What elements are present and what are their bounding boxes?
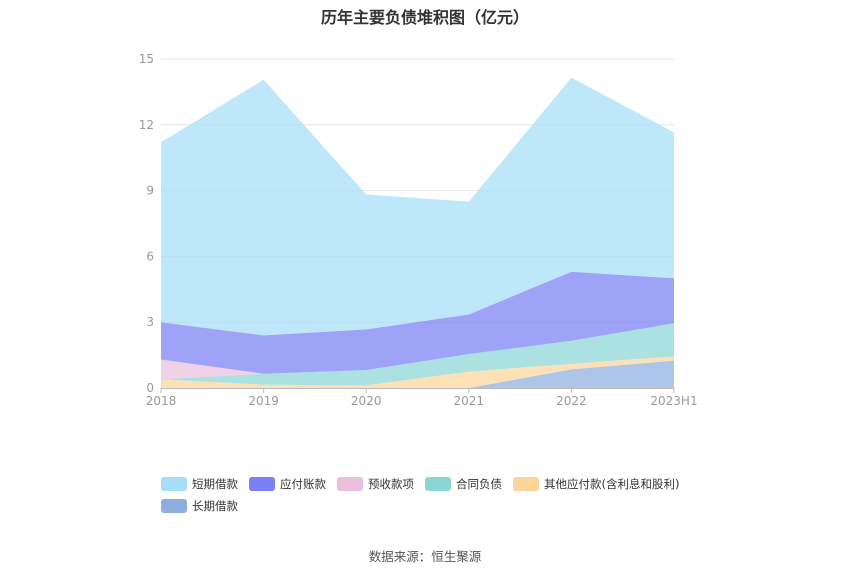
area-series	[161, 360, 674, 388]
legend-item-long-term-loans[interactable]: 长期借款	[161, 498, 238, 514]
legend-row-2: 长期借款	[161, 495, 721, 517]
legend-item-advance-receipts[interactable]: 预收款项	[337, 476, 414, 492]
x-tick-label: 2021	[454, 394, 485, 408]
x-tick-label: 2020	[351, 394, 382, 408]
data-source: 数据来源：恒生聚源	[368, 549, 482, 564]
area-series	[161, 323, 674, 380]
legend-item-other-payables[interactable]: 其他应付款(含利息和股利)	[513, 476, 679, 492]
legend-swatch	[249, 477, 275, 491]
x-tick-label: 2023H1	[650, 394, 697, 408]
chart-title: 历年主要负债堆积图（亿元）	[320, 8, 529, 27]
area-series	[161, 356, 674, 388]
legend-item-accounts-payable[interactable]: 应付账款	[249, 476, 326, 492]
legend-label: 其他应付款(含利息和股利)	[544, 477, 680, 491]
legend: 短期借款 应付账款 预收款项 合同负债 其他应付款(含利息和股利) 长	[161, 473, 721, 517]
legend-label: 预收款项	[368, 477, 414, 491]
legend-swatch	[337, 477, 363, 491]
y-tick-label: 15	[139, 52, 154, 66]
legend-swatch	[513, 477, 539, 491]
legend-swatch	[161, 499, 187, 513]
area-series	[161, 323, 674, 386]
stacked-area-chart: 0 3 6 9 12 15 2018 2019 2020 2021 2022 2023H1	[139, 52, 698, 408]
legend-item-contract-liabilities[interactable]: 合同负债	[425, 476, 502, 492]
legend-row-1: 短期借款 应付账款 预收款项 合同负债 其他应付款(含利息和股利)	[161, 473, 721, 495]
y-tick-label: 9	[146, 184, 154, 198]
x-tick-label: 2022	[556, 394, 587, 408]
y-tick-label: 3	[146, 315, 154, 329]
legend-label: 合同负债	[456, 477, 502, 491]
area-series	[161, 77, 674, 336]
legend-swatch	[425, 477, 451, 491]
x-tick-label: 2018	[146, 394, 177, 408]
legend-label: 应付账款	[280, 477, 326, 491]
area-series	[161, 271, 674, 374]
y-tick-label: 0	[146, 381, 154, 395]
x-tick-label: 2019	[248, 394, 279, 408]
legend-swatch	[161, 477, 187, 491]
legend-item-short-term-loans[interactable]: 短期借款	[161, 476, 238, 492]
y-tick-label: 6	[146, 249, 154, 263]
legend-label: 短期借款	[192, 477, 238, 491]
legend-label: 长期借款	[192, 499, 238, 513]
y-tick-label: 12	[139, 118, 154, 132]
